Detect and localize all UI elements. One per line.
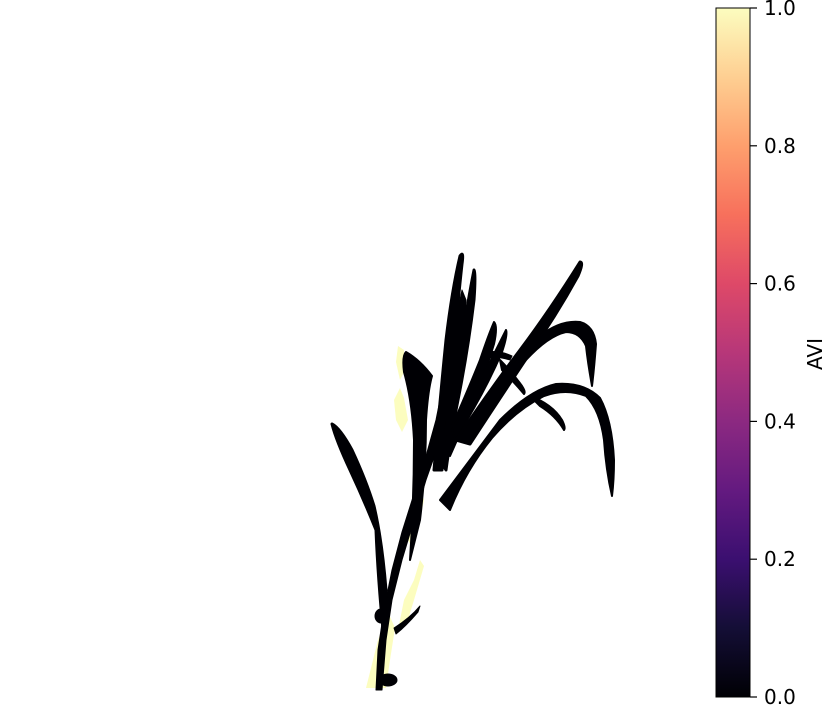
colorbar-label: AVI — [803, 338, 826, 370]
colorbar-ticks: 0.0 0.2 0.4 0.6 0.8 1.0 — [750, 0, 796, 709]
low-value-region — [330, 252, 615, 691]
colorbar-gradient — [715, 7, 751, 698]
colorbar-tick-label: 0.8 — [764, 134, 796, 158]
colorbar-tick-label: 0.6 — [764, 272, 796, 296]
colorbar: 0.0 0.2 0.4 0.6 0.8 1.0 AVI — [715, 0, 826, 709]
colorbar-tick-label: 0.4 — [764, 409, 796, 433]
colorbar-tick-label: 0.0 — [764, 685, 796, 709]
colorbar-tick-label: 1.0 — [764, 0, 796, 20]
colorbar-tick-label: 0.2 — [764, 547, 796, 571]
plant-image — [330, 252, 615, 691]
